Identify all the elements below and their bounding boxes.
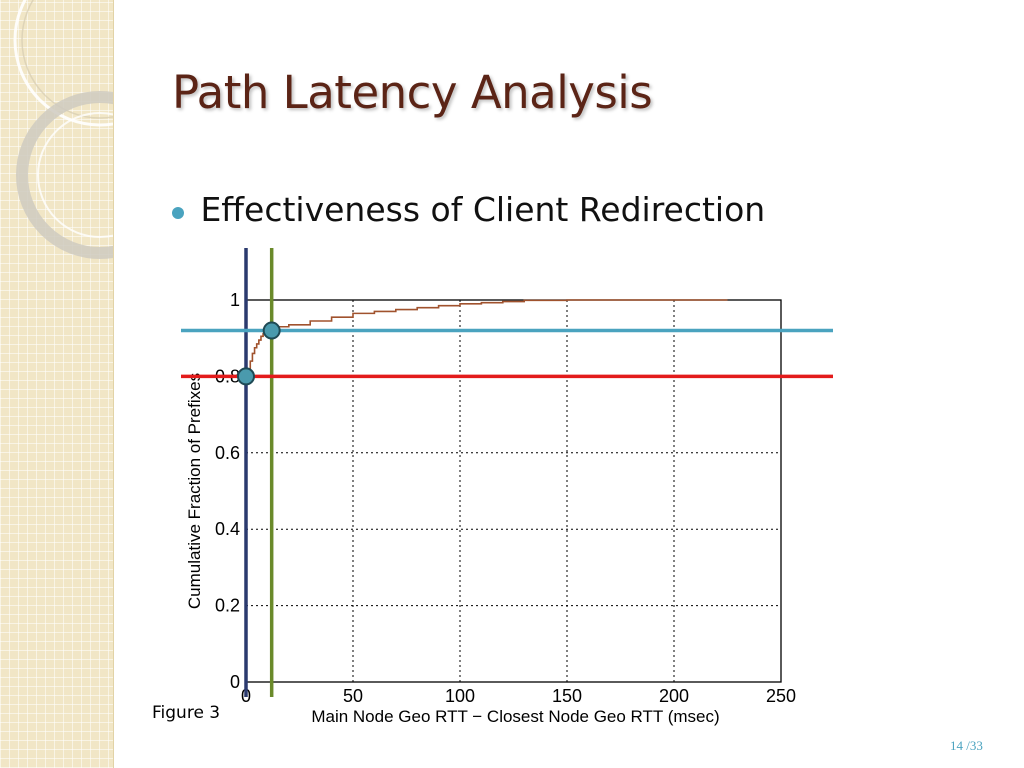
- bullet-dot-icon: [172, 206, 184, 219]
- decorative-rings: [13, 0, 113, 259]
- y-axis-label: Cumulative Fraction of Prefixes: [185, 373, 204, 609]
- page-number: 14 /33: [950, 738, 983, 753]
- x-tick-label: 200: [659, 686, 689, 706]
- x-tick-label: 100: [445, 686, 475, 706]
- slide-title: Path Latency Analysis: [172, 66, 653, 119]
- y-tick-label: 0.2: [215, 596, 240, 616]
- figure-caption: Figure 3: [152, 703, 221, 723]
- x-axis-label: Main Node Geo RTT − Closest Node Geo RTT…: [311, 707, 719, 726]
- y-tick-label: 0.4: [215, 519, 240, 539]
- x-tick-label: 50: [343, 686, 363, 706]
- intersection-marker: [237, 367, 255, 386]
- y-tick-label: 0.6: [215, 443, 240, 463]
- cdf-curve-line: [246, 299, 728, 378]
- y-tick-label: 1: [230, 290, 240, 310]
- decorative-side-panel: [0, 0, 114, 768]
- x-tick-label: 250: [766, 686, 796, 706]
- plot-area: [246, 300, 781, 682]
- intersection-marker: [262, 321, 281, 340]
- y-tick-label: 0: [230, 672, 240, 692]
- x-tick-label: 150: [552, 686, 582, 706]
- bullet-text: Effectiveness of Client Redirection: [200, 190, 766, 229]
- bullet-item: Effectiveness of Client Redirection: [172, 190, 765, 229]
